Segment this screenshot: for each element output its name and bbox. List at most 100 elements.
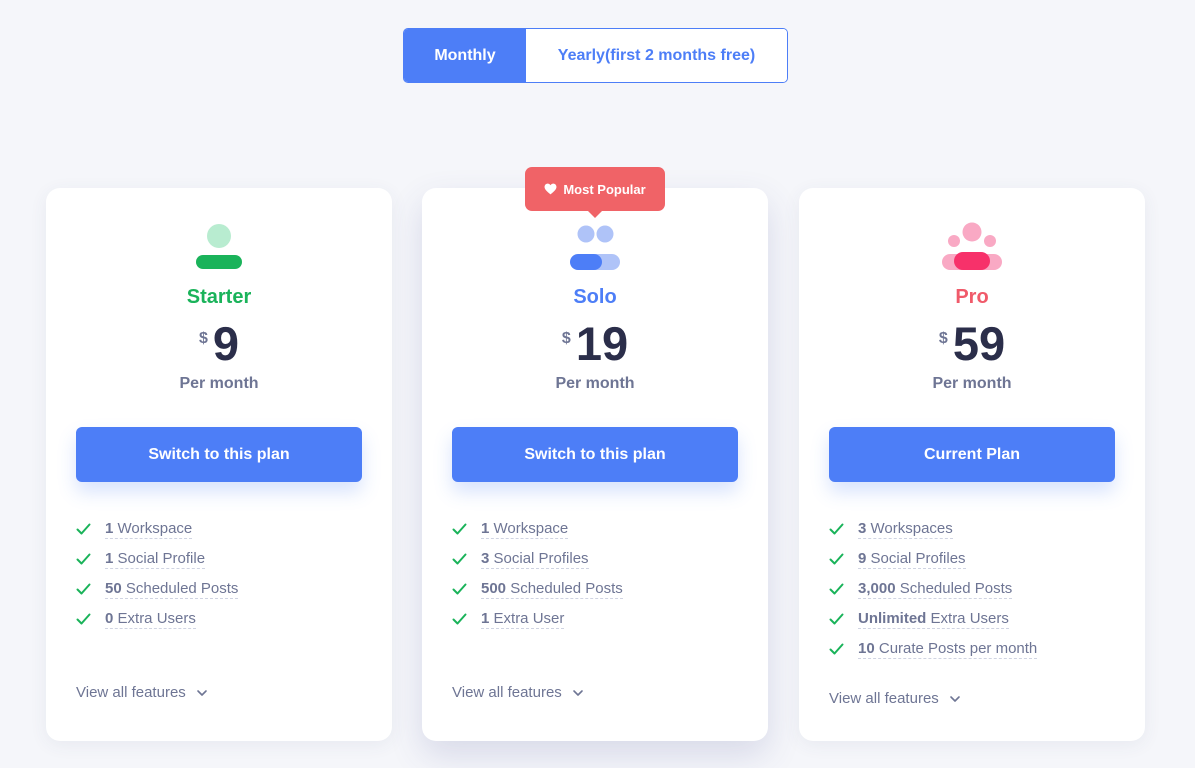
feature-list: 1 Workspace 3 Social Profiles 500 Schedu… — [452, 514, 746, 634]
billing-period: Per month — [932, 375, 1012, 392]
billing-toggle: Monthly Yearly(first 2 months free) — [403, 28, 788, 83]
check-icon — [829, 583, 844, 595]
plan-card-solo: Solo $ 19 Per month Switch to this plan … — [422, 188, 768, 741]
heart-icon — [544, 183, 557, 195]
badge-label: Most Popular — [563, 181, 646, 197]
feature-count: 10 — [858, 639, 875, 657]
check-icon — [829, 523, 844, 535]
feature-text: 9 Social Profiles — [858, 550, 966, 569]
check-icon — [76, 523, 91, 535]
plan-name: Starter — [186, 286, 252, 308]
feature-list: 3 Workspaces 9 Social Profiles 3,000 Sch… — [829, 514, 1123, 664]
check-icon — [76, 583, 91, 595]
switch-plan-button[interactable]: Switch to this plan — [76, 427, 362, 482]
price-amount: 19 — [575, 317, 629, 370]
feature-count: 1 — [105, 549, 114, 567]
feature-item: 3,000 Scheduled Posts — [829, 574, 1123, 604]
feature-label: Workspace — [117, 519, 193, 537]
feature-text: 1 Workspace — [481, 519, 569, 539]
feature-count: 500 — [481, 579, 507, 597]
feature-label: Extra Users — [930, 609, 1009, 627]
billing-period: Per month — [555, 375, 635, 392]
plan-name: Pro — [955, 286, 989, 308]
feature-count: 3,000 — [858, 579, 896, 597]
chevron-down-icon — [949, 695, 960, 702]
feature-text: 1 Extra User — [481, 609, 565, 629]
team-icon — [942, 222, 1002, 270]
feature-count: 3 — [481, 549, 490, 567]
feature-count: 3 — [858, 519, 867, 537]
feature-text: 3 Social Profiles — [481, 550, 589, 569]
view-all-label: View all features — [829, 690, 939, 707]
feature-count: Unlimited — [858, 609, 927, 627]
feature-label: Workspace — [493, 519, 569, 537]
feature-label: Scheduled Posts — [125, 579, 239, 597]
check-icon — [452, 553, 467, 565]
check-icon — [829, 553, 844, 565]
feature-label: Scheduled Posts — [510, 579, 623, 597]
feature-item: 9 Social Profiles — [829, 544, 1123, 574]
plan-name: Solo — [573, 286, 617, 308]
feature-item: 1 Social Profile — [76, 544, 370, 574]
chevron-down-icon — [196, 689, 207, 696]
feature-text: 500 Scheduled Posts — [481, 580, 623, 599]
feature-item: 0 Extra Users — [76, 604, 370, 634]
feature-label: Extra User — [493, 609, 565, 627]
feature-item: Unlimited Extra Users — [829, 604, 1123, 634]
feature-text: 10 Curate Posts per month — [858, 639, 1038, 659]
check-icon — [452, 583, 467, 595]
feature-item: 3 Social Profiles — [452, 544, 746, 574]
feature-item: 50 Scheduled Posts — [76, 574, 370, 604]
feature-label: Curate Posts per month — [878, 639, 1038, 657]
view-all-label: View all features — [76, 684, 186, 701]
feature-text: Unlimited Extra Users — [858, 610, 1009, 629]
feature-label: Workspaces — [870, 519, 953, 537]
feature-count: 1 — [481, 609, 490, 627]
feature-item: 1 Workspace — [76, 514, 370, 544]
feature-count: 9 — [858, 549, 867, 567]
feature-list: 1 Workspace 1 Social Profile 50 Schedule… — [76, 514, 370, 634]
feature-count: 1 — [105, 519, 114, 537]
billing-period: Per month — [179, 375, 259, 392]
check-icon — [829, 643, 844, 655]
yearly-toggle-button[interactable]: Yearly(first 2 months free) — [526, 29, 787, 82]
feature-label: Social Profiles — [493, 549, 589, 567]
feature-text: 1 Workspace — [105, 519, 193, 539]
plan-card-starter: Starter $ 9 Per month Switch to this pla… — [46, 188, 392, 741]
price: $ 59 — [799, 316, 1145, 372]
two-users-icon — [570, 225, 620, 270]
view-all-features-link[interactable]: View all features — [452, 684, 584, 701]
current-plan-button[interactable]: Current Plan — [829, 427, 1115, 482]
currency-symbol: $ — [198, 330, 208, 347]
check-icon — [76, 613, 91, 625]
view-all-features-link[interactable]: View all features — [829, 690, 961, 707]
feature-count: 0 — [105, 609, 114, 627]
feature-item: 1 Workspace — [452, 514, 746, 544]
view-all-features-link[interactable]: View all features — [76, 684, 208, 701]
monthly-toggle-button[interactable]: Monthly — [404, 29, 526, 82]
feature-item: 10 Curate Posts per month — [829, 634, 1123, 664]
feature-count: 50 — [105, 579, 122, 597]
feature-count: 1 — [481, 519, 490, 537]
feature-item: 3 Workspaces — [829, 514, 1123, 544]
feature-label: Social Profile — [117, 549, 206, 567]
price-amount: 9 — [212, 317, 240, 370]
most-popular-badge: Most Popular — [525, 167, 665, 218]
currency-symbol: $ — [561, 330, 571, 347]
feature-text: 0 Extra Users — [105, 610, 196, 629]
price: $ 19 — [422, 316, 768, 372]
plan-card-pro: Pro $ 59 Per month Current Plan 3 Worksp… — [799, 188, 1145, 741]
feature-text: 1 Social Profile — [105, 549, 206, 569]
switch-plan-button[interactable]: Switch to this plan — [452, 427, 738, 482]
chevron-down-icon — [572, 689, 583, 696]
price-amount: 59 — [952, 317, 1006, 370]
view-all-label: View all features — [452, 684, 562, 701]
feature-label: Extra Users — [117, 609, 196, 627]
check-icon — [452, 523, 467, 535]
check-icon — [76, 553, 91, 565]
feature-text: 3 Workspaces — [858, 520, 953, 539]
price: $ 9 — [46, 316, 392, 372]
check-icon — [829, 613, 844, 625]
feature-label: Scheduled Posts — [899, 579, 1013, 597]
feature-item: 500 Scheduled Posts — [452, 574, 746, 604]
